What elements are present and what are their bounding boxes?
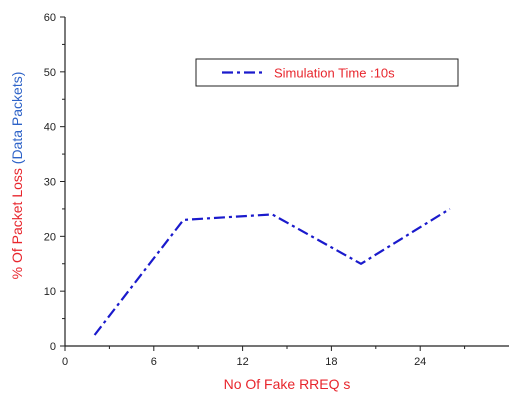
x-tick-label: 12 — [236, 356, 248, 368]
y-tick-label: 30 — [44, 177, 56, 189]
x-tick-label: 24 — [414, 356, 426, 368]
y-tick-label: 40 — [44, 122, 56, 134]
legend: Simulation Time :10s — [195, 58, 459, 87]
y-axis-title: % Of Packet Loss (Data Packets) — [9, 72, 25, 280]
y-axis-title-part-1: (Data Packets) — [9, 72, 25, 165]
y-tick-label: 0 — [50, 341, 56, 353]
y-axis-title-part-0: % Of Packet Loss — [9, 164, 25, 279]
legend-label: Simulation Time :10s — [274, 66, 395, 81]
ticks: 0 10 20 30 40 50 60 0 6 12 18 24 — [44, 12, 466, 368]
x-tick-label: 0 — [62, 356, 68, 368]
series-line — [93, 207, 451, 336]
x-tick-label: 18 — [325, 356, 337, 368]
y-tick-label: 60 — [44, 12, 56, 24]
y-tick-label: 20 — [44, 231, 56, 243]
y-tick-label: 50 — [44, 67, 56, 79]
x-axis-title: No Of Fake RREQ s — [224, 376, 351, 392]
x-tick-label: 6 — [151, 356, 157, 368]
series-group — [93, 207, 451, 336]
legend-box — [195, 58, 459, 87]
y-tick-label: 10 — [44, 286, 56, 298]
